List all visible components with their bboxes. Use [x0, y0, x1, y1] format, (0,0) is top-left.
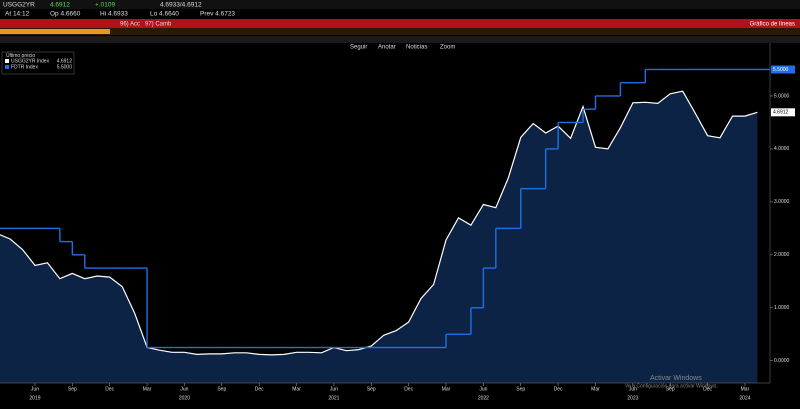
value-tag: 5.5000 — [773, 67, 789, 73]
toolbar-item[interactable]: Zoom — [440, 45, 455, 51]
period-bar — [0, 36, 800, 43]
x-tick-label: Dec — [703, 386, 712, 392]
ticker: USGG2YR — [3, 2, 35, 9]
y-tick-label: 3.0000 — [774, 199, 790, 205]
x-tick-label: Sep — [217, 386, 226, 392]
toolbar-item[interactable]: Anotar — [378, 45, 396, 51]
menu-item[interactable]: 97) Camb — [145, 22, 172, 28]
x-tick-label: Dec — [105, 386, 114, 392]
low: Lo 4.6640 — [150, 11, 179, 18]
line — [0, 90, 758, 356]
x-tick-label: Jun — [180, 386, 188, 392]
x-year-label: 2021 — [328, 395, 339, 401]
open: Op 4.6660 — [50, 11, 81, 18]
x-tick-label: Jun — [330, 386, 338, 392]
x-year-label: 2022 — [478, 395, 489, 401]
prev: Prev 4.6723 — [200, 11, 235, 18]
legend-title: Último precio — [6, 52, 35, 59]
x-tick-label: Sep — [666, 386, 675, 392]
x-tick-label: Mar — [591, 386, 600, 392]
x-tick-label: Sep — [68, 386, 77, 392]
toolbar-item[interactable]: Seguir — [350, 45, 367, 51]
x-tick-label: Jun — [479, 386, 487, 392]
x-tick-label: Dec — [554, 386, 563, 392]
y-tick-label: 0.0000 — [774, 358, 790, 364]
legend-entry: FDTR Index — [11, 64, 38, 70]
x-year-label: 2024 — [739, 395, 750, 401]
watermark: Ve a Configuración para activar Windows. — [625, 383, 718, 389]
option-bar — [0, 28, 800, 35]
toolbar-item[interactable]: Noticias — [406, 45, 427, 51]
change: +.0109 — [95, 2, 115, 9]
area — [0, 91, 758, 383]
x-tick-label: Mar — [292, 386, 301, 392]
y-tick-label: 2.0000 — [774, 252, 790, 258]
y-tick-label: 5.0000 — [774, 93, 790, 99]
plot-area — [0, 68, 770, 383]
x-tick-label: Jun — [31, 386, 39, 392]
x-tick-label: Sep — [367, 386, 376, 392]
x-tick-label: Mar — [442, 386, 451, 392]
value-tag: 4.6912 — [773, 110, 789, 116]
x-year-label: 2019 — [29, 395, 40, 401]
legend-swatch — [5, 65, 9, 69]
x-tick-label: Sep — [516, 386, 525, 392]
x-year-label: 2023 — [627, 395, 638, 401]
value-tag-box — [771, 108, 795, 117]
title: Gráfico de líneas — [750, 22, 795, 28]
legend-value: 4.6912 — [57, 58, 73, 64]
y-tick-label: 1.0000 — [774, 305, 790, 311]
x-tick-label: Dec — [404, 386, 413, 392]
legend-value: 5.5000 — [57, 64, 73, 70]
legend — [1, 51, 75, 75]
watermark: Activar Windows — [650, 375, 702, 382]
legend-swatch — [5, 59, 9, 63]
x-tick-label: Dec — [255, 386, 264, 392]
y-tick-label: 4.0000 — [774, 146, 790, 152]
axes: 0.0000 1.0000 2.0000 3.0000 4.0000 5.0000 Jun S… — [0, 43, 795, 401]
x-tick-label: Mar — [741, 386, 750, 392]
value-tag-box — [771, 65, 795, 74]
x-tick-label: Jun — [629, 386, 637, 392]
title-bar — [0, 19, 800, 28]
quote-bar — [0, 0, 800, 9]
option-buttons[interactable] — [0, 29, 110, 34]
legend-entry: USGG2YR Index — [11, 58, 50, 64]
x-tick-label: Mar — [143, 386, 152, 392]
x-year-label: 2020 — [179, 395, 190, 401]
time: At 14:12 — [5, 11, 30, 18]
last-price: 4.6912 — [50, 2, 70, 9]
menu-item[interactable]: 96) Acc — [120, 22, 140, 28]
high: Hi 4.6933 — [100, 11, 128, 18]
bid-ask: 4.6933/4.6912 — [160, 2, 202, 9]
